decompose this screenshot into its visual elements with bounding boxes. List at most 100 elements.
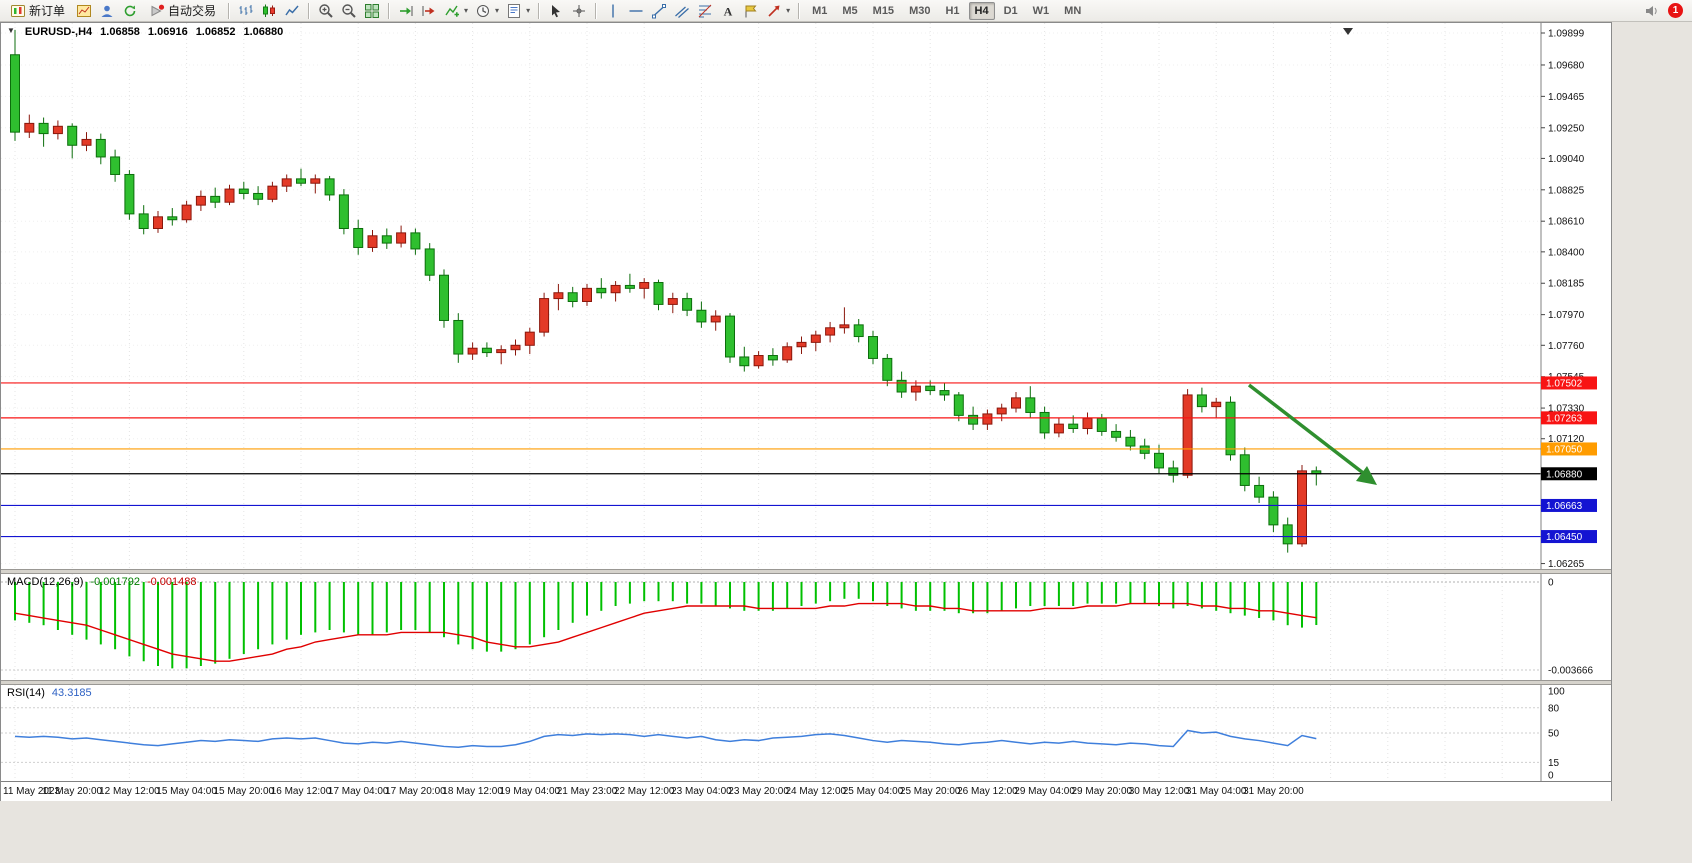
auto-scroll-button[interactable] <box>395 1 417 21</box>
indicators-button[interactable]: ▾ <box>441 1 471 21</box>
timeframe-h1-button[interactable]: H1 <box>939 2 965 20</box>
svg-text:1.09250: 1.09250 <box>1548 123 1585 134</box>
rsi-pane[interactable]: 100 80 50 15 0 <box>1 685 1611 781</box>
price-level-label: 1.06450 <box>1541 530 1597 543</box>
trend-arrow[interactable] <box>1247 383 1377 485</box>
dropdown-caret-icon: ▾ <box>526 6 531 15</box>
svg-text:1.09040: 1.09040 <box>1548 154 1585 165</box>
toolbar-separator <box>228 2 231 19</box>
bar-chart-button[interactable] <box>235 1 257 21</box>
svg-text:1.06663: 1.06663 <box>1546 501 1583 512</box>
workspace-background <box>0 801 1613 863</box>
timeframe-mn-button[interactable]: MN <box>1058 2 1087 20</box>
periods-button[interactable]: ▾ <box>472 1 502 21</box>
vertical-line-button[interactable] <box>602 1 624 21</box>
macd-signal-line <box>14 602 1317 662</box>
toolbar-separator <box>595 2 598 19</box>
timeframe-m5-button[interactable]: M5 <box>836 2 863 20</box>
line-chart-icon <box>284 3 300 19</box>
svg-text:1.07970: 1.07970 <box>1548 310 1585 321</box>
timeframe-w1-button[interactable]: W1 <box>1027 2 1056 20</box>
pane-splitter[interactable] <box>1 569 1611 574</box>
svg-text:17 May 20:00: 17 May 20:00 <box>385 786 446 797</box>
zoom-in-button[interactable] <box>315 1 337 21</box>
crosshair-button[interactable] <box>568 1 590 21</box>
channel-button[interactable] <box>671 1 693 21</box>
refresh-button[interactable] <box>119 1 141 21</box>
svg-text:100: 100 <box>1548 687 1565 698</box>
svg-text:1.07050: 1.07050 <box>1546 444 1583 455</box>
chart-shift-button[interactable] <box>418 1 440 21</box>
new-order-icon <box>10 3 26 19</box>
pane-splitter[interactable] <box>1 680 1611 685</box>
svg-text:18 May 12:00: 18 May 12:00 <box>442 786 503 797</box>
toolbar-separator <box>388 2 391 19</box>
chart-window: 1.09899 1.09680 1.09465 1.09250 1.09040 1.088… <box>0 22 1612 802</box>
fibonacci-button[interactable] <box>694 1 716 21</box>
svg-text:A: A <box>724 4 733 18</box>
line-chart-button[interactable] <box>281 1 303 21</box>
svg-text:1.06880: 1.06880 <box>1546 469 1583 480</box>
timeframe-d1-button[interactable]: D1 <box>998 2 1024 20</box>
candle-chart-icon <box>261 3 277 19</box>
macd-label: MACD(12,26,9) -0.001792 -0.001488 <box>7 576 197 588</box>
text-label-button[interactable] <box>740 1 762 21</box>
news-icon <box>1644 3 1660 19</box>
notification-badge[interactable]: 1 <box>1668 3 1683 18</box>
toolbar: 新订单 自动交易 ▾ ▾ ▾ A ▾ M1 M5 M15 M30 H1 H4 D1 W1 MN 1 <box>0 0 1692 22</box>
tile-windows-button[interactable] <box>361 1 383 21</box>
timeframe-m1-button[interactable]: M1 <box>806 2 833 20</box>
macd-pane[interactable]: 0 -0.003666 <box>1 574 1611 680</box>
dropdown-caret-icon: ▾ <box>786 6 791 15</box>
timeframe-m15-button[interactable]: M15 <box>867 2 900 20</box>
svg-text:80: 80 <box>1548 703 1560 714</box>
vertical-line-icon <box>605 3 621 19</box>
svg-text:16 May 12:00: 16 May 12:00 <box>271 786 332 797</box>
timeframe-h4-button[interactable]: H4 <box>968 1 995 20</box>
crosshair-icon <box>571 3 587 19</box>
symbol-label: EURUSD-,H4 <box>24 26 93 38</box>
svg-text:1.08610: 1.08610 <box>1548 217 1585 228</box>
profile-button[interactable] <box>96 1 118 21</box>
trendline-button[interactable] <box>648 1 670 21</box>
templates-icon <box>506 3 522 19</box>
chart-window-button[interactable] <box>73 1 95 21</box>
auto-trading-button[interactable]: 自动交易 <box>142 1 223 21</box>
fibonacci-icon <box>697 3 713 19</box>
dropdown-caret-icon: ▾ <box>464 6 469 15</box>
svg-text:17 May 04:00: 17 May 04:00 <box>328 786 389 797</box>
news-button[interactable] <box>1641 1 1663 21</box>
macd-histogram <box>14 582 1318 669</box>
toolbar-right-group: 1 <box>1641 1 1689 21</box>
cursor-button[interactable] <box>545 1 567 21</box>
templates-button[interactable]: ▾ <box>503 1 533 21</box>
trendline-icon <box>651 3 667 19</box>
svg-text:25 May 20:00: 25 May 20:00 <box>900 786 961 797</box>
price-chart-pane[interactable]: 1.09899 1.09680 1.09465 1.09250 1.09040 1.088… <box>1 23 1611 569</box>
zoom-out-button[interactable] <box>338 1 360 21</box>
toolbar-separator <box>538 2 541 19</box>
arrows-button[interactable]: ▾ <box>763 1 793 21</box>
scroll-to-end-marker[interactable] <box>1343 28 1353 35</box>
svg-text:24 May 12:00: 24 May 12:00 <box>785 786 846 797</box>
candle-chart-button[interactable] <box>258 1 280 21</box>
chart-window-icon <box>76 3 92 19</box>
svg-text:1.06450: 1.06450 <box>1546 532 1583 543</box>
window-menu-icon[interactable]: ▼ <box>7 26 15 35</box>
svg-text:0: 0 <box>1548 771 1554 782</box>
svg-text:1.07502: 1.07502 <box>1546 378 1583 389</box>
horizontal-line-button[interactable] <box>625 1 647 21</box>
timeframe-m30-button[interactable]: M30 <box>903 2 936 20</box>
svg-text:23 May 04:00: 23 May 04:00 <box>671 786 732 797</box>
chart-symbol-info: ▼ EURUSD-,H4 1.06858 1.06916 1.06852 1.0… <box>7 26 283 38</box>
svg-text:1.08185: 1.08185 <box>1548 279 1585 290</box>
svg-text:29 May 04:00: 29 May 04:00 <box>1014 786 1075 797</box>
svg-text:1.07120: 1.07120 <box>1548 434 1585 445</box>
svg-text:15: 15 <box>1548 758 1560 769</box>
new-order-button[interactable]: 新订单 <box>3 1 72 21</box>
text-button[interactable]: A <box>717 1 739 21</box>
svg-text:15 May 04:00: 15 May 04:00 <box>156 786 217 797</box>
arrows-icon <box>766 3 782 19</box>
svg-text:1.08400: 1.08400 <box>1548 247 1585 258</box>
